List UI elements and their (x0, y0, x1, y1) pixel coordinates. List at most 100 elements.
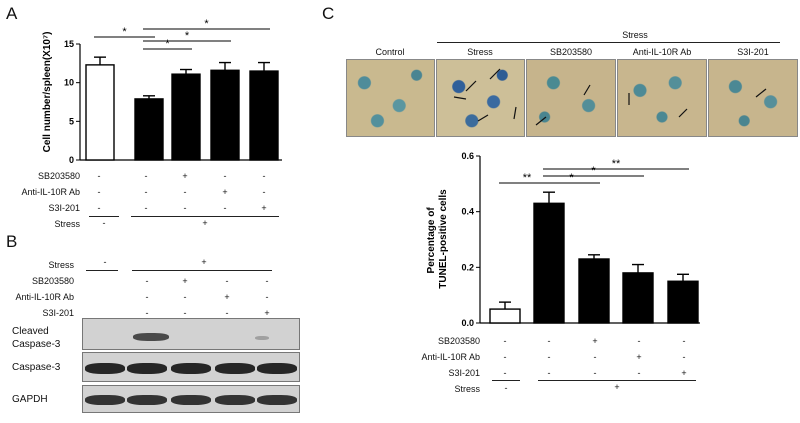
b-sb-label: SB203580 (31, 276, 74, 286)
chart-c-bar (489, 308, 521, 324)
blot-band (171, 363, 211, 374)
chart-c-bar (667, 280, 699, 324)
chart-c-bar (622, 272, 654, 324)
arrow-icon (535, 116, 547, 126)
a-stress-mark: + (202, 218, 208, 228)
arrow-icon (678, 108, 688, 118)
a-s3i-mark: - (97, 203, 101, 213)
c-sb-label: SB203580 (437, 336, 480, 346)
micrograph-anti-il10r (617, 59, 707, 137)
chart-c-ylabel: Percentage of TUNEL-positive cells (426, 189, 449, 289)
a-anti-mark: - (144, 187, 148, 197)
a-sb-mark: - (262, 171, 266, 181)
blot-band (127, 395, 167, 405)
b-sb-mark: + (182, 276, 188, 286)
blot-band (85, 395, 125, 405)
c-stress-mark: + (614, 382, 620, 392)
c-stress-header: Stress (622, 30, 648, 40)
micrograph-sb203580 (526, 59, 616, 137)
micrograph-label: S3I-201 (737, 47, 769, 57)
b-sb-mark: - (265, 276, 269, 286)
c-stress-mark: - (504, 383, 508, 393)
arrow-icon (453, 96, 467, 100)
a-s3i-mark: - (183, 203, 187, 213)
chart-a-bar (210, 69, 240, 161)
panel-label-a: A (6, 4, 18, 23)
blot-caspase3 (82, 352, 300, 382)
chart-a-bar (85, 64, 115, 161)
chart-c-tick-label: 0.0 (461, 318, 474, 328)
chart-a-tick-label: 15 (64, 39, 74, 49)
b-anti-mark: - (183, 292, 187, 302)
blot-label-gapdh: GAPDH (12, 394, 48, 405)
b-stress-mark: - (103, 257, 107, 267)
c-s3i-mark: + (681, 368, 687, 378)
micrograph-label: Control (375, 47, 405, 57)
blot-band (171, 395, 211, 405)
c-anti-mark: - (547, 352, 551, 362)
micrograph-label: SB203580 (549, 47, 593, 57)
c-stress-label: Stress (454, 384, 480, 394)
blot-label-caspase: Caspase-3 (12, 362, 61, 373)
b-stress-label: Stress (48, 260, 74, 270)
c-anti-mark: + (636, 352, 642, 362)
c-sb-mark: - (503, 336, 507, 346)
c-sb-mark: + (592, 336, 598, 346)
a-stress-label: Stress (54, 219, 80, 229)
a-sb-mark: - (223, 171, 227, 181)
chart-c-sig-label: * (569, 172, 574, 184)
b-anti-mark: + (224, 292, 230, 302)
arrow-icon (489, 68, 501, 80)
micrograph-arrows (453, 68, 517, 122)
panel-label-b: B (6, 232, 18, 251)
blot-band (215, 395, 255, 405)
chart-a-bar (171, 73, 201, 161)
chart-c-tick-label: 0.4 (461, 207, 474, 217)
blot-label-cleaved: Cleaved (12, 326, 49, 337)
b-anti-mark: - (265, 292, 269, 302)
chart-a-tick-label: 10 (64, 78, 74, 88)
chart-c-plot: 0.00.20.40.6** **** (461, 151, 700, 328)
chart-a-sig-label: * (165, 38, 170, 50)
c-s3i-mark: - (547, 368, 551, 378)
c-sb-mark: - (547, 336, 551, 346)
micrograph-label: Stress (467, 47, 493, 57)
a-anti-label: Anti-IL-10R Ab (21, 187, 80, 197)
c-sb-mark: - (637, 336, 641, 346)
a-sb-mark: - (97, 171, 101, 181)
b-s3i-label: S3I-201 (42, 308, 74, 318)
c-s3i-label: S3I-201 (448, 368, 480, 378)
arrow-icon (513, 106, 517, 120)
micrograph-arrows (628, 93, 688, 118)
panel-label-c: C (322, 4, 335, 23)
b-anti-label: Anti-IL-10R Ab (15, 292, 74, 302)
micrograph-label: Anti-IL-10R Ab (632, 47, 692, 57)
blot-label-cleaved: Caspase-3 (12, 339, 61, 350)
a-s3i-mark: - (223, 203, 227, 213)
arrow-icon (477, 114, 489, 122)
c-anti-label: Anti-IL-10R Ab (421, 352, 480, 362)
c-stress-line (538, 380, 696, 381)
a-sb-mark: - (144, 171, 148, 181)
b-anti-mark: - (145, 292, 149, 302)
a-anti-mark: - (183, 187, 187, 197)
chart-a-bar (249, 70, 279, 161)
c-anti-mark: - (682, 352, 686, 362)
b-stress-mark: + (201, 257, 207, 267)
blot-cleaved-caspase3 (82, 318, 300, 350)
blot-gapdh (82, 385, 300, 413)
micrograph-s3i201 (708, 59, 798, 137)
a-s3i-label: S3I-201 (48, 203, 80, 213)
chart-a-tick-label: 5 (69, 116, 74, 126)
c-s3i-mark: - (503, 368, 507, 378)
blot-band (127, 363, 167, 374)
c-anti-mark: - (503, 352, 507, 362)
b-s3i-mark: - (145, 308, 149, 318)
blot-band (215, 363, 255, 374)
chart-c-tick-label: 0.2 (461, 262, 474, 272)
c-anti-mark: - (593, 352, 597, 362)
blot-band (85, 363, 125, 374)
chart-a-plot: 0 5 10 15 * * * * (64, 18, 282, 165)
a-stress-line (131, 216, 279, 217)
chart-a-sig-label: * (185, 30, 190, 42)
